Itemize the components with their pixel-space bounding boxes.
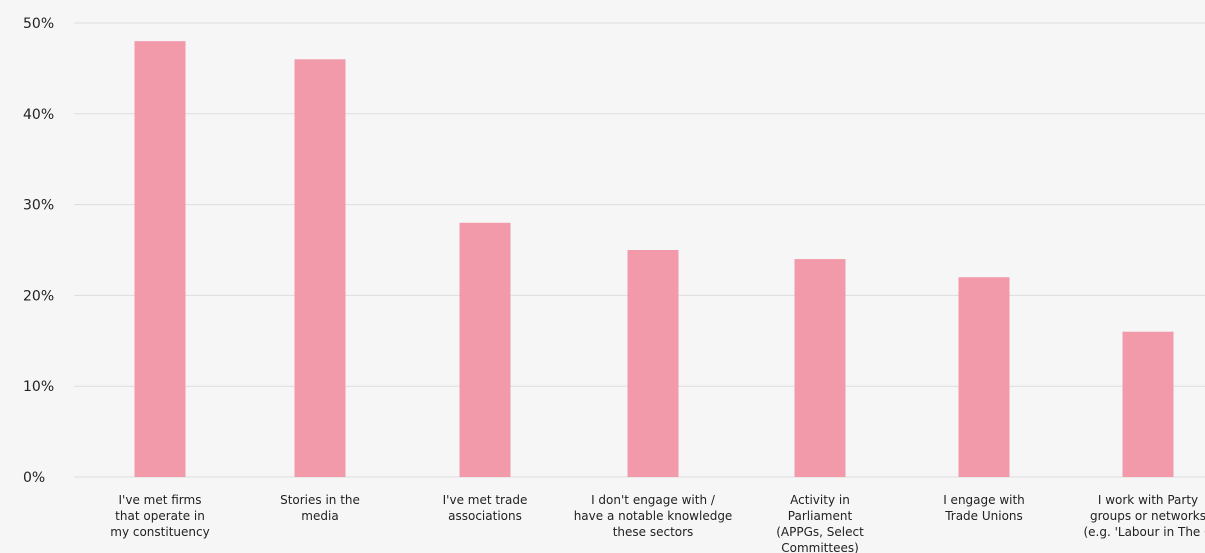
y-tick-label: 10%: [23, 379, 54, 395]
x-category-label: I've met firms that operate in my constitu…: [110, 493, 209, 539]
y-axis-tick-labels: 0% 10% 20% 30% 40% 50%: [23, 16, 54, 486]
bar: [627, 250, 679, 477]
y-tick-label: 20%: [23, 288, 54, 304]
x-category-label-line: these sectors: [613, 525, 694, 539]
y-tick-label: 40%: [23, 107, 54, 123]
y-tick-label: 30%: [23, 198, 54, 214]
x-category-label-line: have a notable knowledge: [574, 509, 733, 523]
x-category-label-line: that operate in: [115, 509, 205, 523]
x-category-label: I've met trade associations: [443, 493, 528, 523]
x-category-label-line: my constituency: [110, 525, 209, 539]
x-category-label-line: I work with Party: [1098, 493, 1198, 507]
x-category-label-line: media: [301, 509, 338, 523]
bar: [794, 259, 846, 477]
y-tick-label: 0%: [23, 470, 45, 486]
x-category-label-line: Committees): [781, 541, 859, 553]
x-category-label-line: groups or networks: [1090, 509, 1205, 523]
x-category-label-line: Parliament: [788, 509, 853, 523]
x-category-label-line: (APPGs, Select: [776, 525, 864, 539]
bar: [294, 59, 346, 477]
x-category-label-line: (e.g. 'Labour in The C: [1083, 525, 1205, 539]
bar: [958, 277, 1010, 477]
bar: [1122, 331, 1174, 477]
x-category-label: I engage with Trade Unions: [943, 493, 1025, 523]
y-tick-label: 50%: [23, 16, 54, 32]
x-category-label-line: I don't engage with /: [591, 493, 716, 507]
x-axis-category-labels: I've met firms that operate in my constitu…: [110, 493, 1205, 553]
bars: [134, 41, 1174, 477]
x-category-label-line: I engage with: [943, 493, 1025, 507]
x-category-label-line: I've met firms: [119, 493, 202, 507]
bar: [134, 41, 186, 477]
bar: [459, 222, 511, 477]
x-category-label-line: Stories in the: [280, 493, 360, 507]
x-category-label: I don't engage with / have a notable know…: [574, 493, 733, 539]
x-category-label: Stories in the media: [280, 493, 360, 523]
x-category-label: Activity in Parliament (APPGs, Select Commi…: [776, 493, 864, 553]
x-category-label-line: Trade Unions: [944, 509, 1023, 523]
x-category-label: I work with Party groups or networks (e.g.…: [1083, 493, 1205, 539]
x-category-label-line: I've met trade: [443, 493, 528, 507]
x-category-label-line: Activity in: [790, 493, 850, 507]
x-category-label-line: associations: [448, 509, 522, 523]
